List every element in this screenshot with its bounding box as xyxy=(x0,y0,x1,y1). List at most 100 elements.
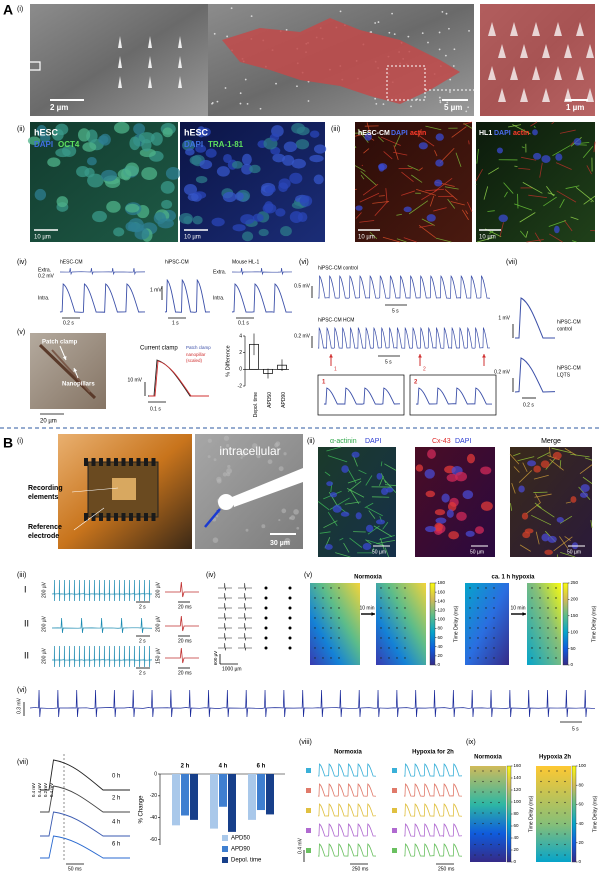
electrode-dot xyxy=(380,587,382,589)
fiber xyxy=(379,475,384,486)
tick-label: 0 xyxy=(438,662,441,667)
colorbar xyxy=(571,765,577,863)
fiber xyxy=(559,460,562,469)
label: Patch clamp xyxy=(42,340,78,346)
label: 1 xyxy=(334,366,337,372)
fiber xyxy=(401,171,414,183)
electrode-dot xyxy=(485,587,487,589)
electrode-dot xyxy=(490,843,492,846)
fiber xyxy=(552,145,571,157)
label: 0.4 mV xyxy=(297,837,303,854)
pillar xyxy=(449,91,451,93)
cell xyxy=(448,531,460,540)
texture xyxy=(256,453,261,459)
electrode-dot xyxy=(493,637,495,639)
pillar xyxy=(239,92,242,95)
pillar xyxy=(467,106,470,109)
fiber xyxy=(357,128,369,143)
cell xyxy=(474,526,484,534)
cell xyxy=(580,484,590,492)
trace xyxy=(40,785,130,813)
cell xyxy=(192,215,203,225)
legend-label: APD90 xyxy=(231,847,251,853)
trace xyxy=(514,357,556,393)
fiber xyxy=(549,233,563,243)
label: 0.2 s xyxy=(63,320,74,326)
electrode-dot xyxy=(485,607,487,609)
label: 0.4 mV xyxy=(31,783,36,797)
cell xyxy=(291,122,306,134)
electrode-dot xyxy=(540,812,542,814)
fiber xyxy=(551,121,555,125)
electrode-dot xyxy=(330,637,332,639)
fiber xyxy=(414,132,435,147)
cell xyxy=(223,153,232,163)
cell xyxy=(272,153,286,163)
label: Cx-43 xyxy=(432,438,451,445)
fiber xyxy=(439,147,455,164)
arrow-head xyxy=(522,612,526,616)
trace xyxy=(218,632,232,641)
cell xyxy=(249,164,261,174)
fiber xyxy=(359,192,380,203)
electrode-dot xyxy=(404,637,406,639)
scale-label: 10 µm xyxy=(479,235,496,241)
fiber xyxy=(549,446,551,457)
cell xyxy=(355,205,363,211)
tick-label: 140 xyxy=(514,775,522,780)
pad xyxy=(91,458,96,466)
electrode-dot xyxy=(469,607,471,609)
fiber xyxy=(380,461,383,467)
electrode-dot xyxy=(396,647,398,649)
electrode-dot xyxy=(388,627,390,629)
electrode-dot xyxy=(380,637,382,639)
fiber xyxy=(549,458,564,471)
label: 0.4 mV xyxy=(37,783,42,797)
pillar xyxy=(275,82,277,85)
texture xyxy=(213,458,217,462)
electrode-dot xyxy=(548,833,550,835)
label: hESC-CM xyxy=(60,259,83,265)
fiber xyxy=(425,125,442,131)
label: nanopillar xyxy=(186,352,206,357)
label: 0.2 mV xyxy=(43,783,48,797)
electrode-dot xyxy=(322,637,324,639)
pillar xyxy=(510,66,518,80)
texture xyxy=(207,455,211,459)
fiber xyxy=(365,539,372,545)
fiber xyxy=(563,219,573,232)
panel-label: (iv) xyxy=(17,259,27,266)
fiber xyxy=(556,190,577,203)
electrode-dot xyxy=(547,607,549,609)
fiber xyxy=(509,453,520,465)
cell xyxy=(179,212,193,224)
fiber xyxy=(354,146,357,149)
cell xyxy=(527,460,537,467)
cell xyxy=(418,142,428,150)
cell xyxy=(117,169,132,180)
label: 2 s xyxy=(139,638,146,644)
fiber xyxy=(518,470,533,483)
fiber xyxy=(593,141,596,153)
label: electrode xyxy=(28,533,59,540)
fiber xyxy=(455,152,462,168)
label: 20 ms xyxy=(178,604,192,610)
fiber xyxy=(358,469,367,475)
cell xyxy=(160,180,175,194)
electrode-dot xyxy=(404,607,406,609)
tick-label: 160 xyxy=(514,763,522,768)
electrode-dot xyxy=(556,843,558,846)
fiber xyxy=(534,493,552,498)
texture xyxy=(283,452,287,456)
fiber xyxy=(559,536,569,549)
trace xyxy=(403,843,463,857)
pad xyxy=(136,458,141,466)
texture xyxy=(222,472,228,477)
electrode-dot xyxy=(469,587,471,589)
fiber xyxy=(444,186,459,190)
electrode-dot xyxy=(490,780,492,783)
label: Current clamp xyxy=(140,346,178,352)
fiber xyxy=(517,456,535,462)
trace xyxy=(165,647,199,664)
label: 0 h xyxy=(112,774,120,780)
